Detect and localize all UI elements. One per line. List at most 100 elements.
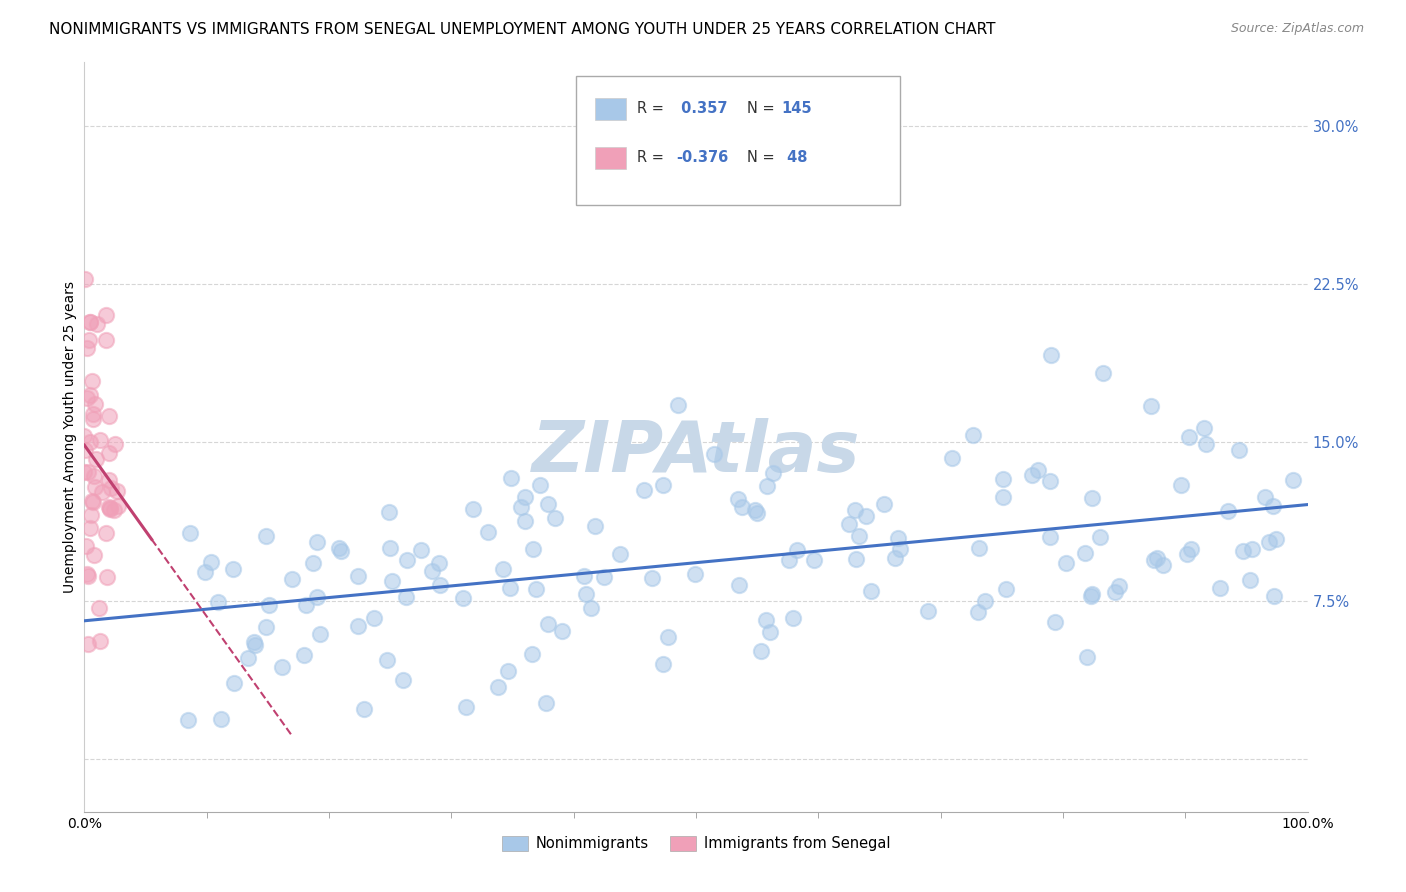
Point (756, 479, 779, 493)
Point (1081, 491, 1104, 506)
Y-axis label: Unemployment Among Youth under 25 years: Unemployment Among Youth under 25 years (63, 281, 77, 593)
Point (498, 665, 520, 679)
Point (509, 500, 531, 514)
Point (100, 481, 122, 495)
Point (380, 541, 402, 555)
Text: 48: 48 (782, 151, 807, 165)
Point (884, 551, 907, 566)
Point (207, 595, 229, 609)
Point (77, 465, 100, 479)
Point (1076, 650, 1098, 665)
Point (727, 491, 749, 506)
Point (859, 584, 882, 599)
Point (104, 437, 127, 451)
Point (308, 627, 330, 641)
Point (845, 552, 868, 566)
Point (97, 500, 120, 515)
Point (73, 442, 96, 457)
Point (236, 651, 259, 665)
Point (1229, 443, 1251, 458)
Point (395, 553, 418, 567)
Point (89, 600, 111, 615)
Point (844, 502, 866, 516)
Point (454, 699, 477, 714)
Point (89, 633, 111, 648)
Point (1028, 463, 1050, 477)
Point (499, 471, 522, 485)
Point (592, 570, 614, 584)
Point (575, 587, 598, 601)
Point (295, 598, 318, 612)
Point (499, 581, 522, 595)
Point (346, 619, 368, 633)
Point (889, 541, 911, 556)
Point (224, 675, 246, 690)
Point (803, 553, 825, 567)
Text: R =: R = (637, 102, 664, 116)
Point (94, 525, 117, 540)
Point (1074, 546, 1097, 560)
Point (97, 409, 120, 424)
Point (513, 515, 536, 529)
Point (76, 342, 98, 356)
Point (363, 611, 385, 625)
Point (292, 648, 315, 662)
Point (1040, 348, 1063, 362)
Point (994, 582, 1017, 596)
Point (79, 434, 101, 449)
Point (105, 483, 128, 498)
Point (1104, 585, 1126, 599)
Point (194, 565, 217, 579)
Point (328, 541, 350, 555)
Point (377, 505, 399, 519)
Point (82, 374, 104, 388)
Point (513, 490, 536, 504)
Point (1021, 468, 1043, 483)
Point (581, 601, 603, 615)
Point (305, 590, 328, 604)
Point (887, 531, 910, 545)
Point (179, 526, 201, 541)
Point (1080, 589, 1102, 603)
Point (1208, 581, 1230, 595)
Point (786, 542, 808, 557)
Point (281, 573, 304, 587)
Point (222, 562, 245, 576)
Text: 145: 145 (782, 102, 813, 116)
Point (529, 478, 551, 492)
Point (463, 502, 485, 516)
Point (76, 391, 98, 405)
Point (633, 483, 655, 498)
Point (1239, 573, 1261, 587)
Text: Source: ZipAtlas.com: Source: ZipAtlas.com (1230, 22, 1364, 36)
Point (83, 548, 105, 562)
Point (755, 613, 778, 627)
Point (1178, 430, 1201, 444)
Legend: Nonimmigrants, Immigrants from Senegal: Nonimmigrants, Immigrants from Senegal (496, 830, 896, 857)
Point (1088, 530, 1111, 544)
Point (759, 625, 782, 640)
Point (429, 578, 451, 592)
Point (486, 680, 509, 694)
Point (543, 511, 565, 525)
Point (651, 657, 673, 672)
Point (1232, 544, 1254, 558)
Point (94, 308, 117, 322)
Point (73, 429, 96, 443)
Point (79, 521, 101, 535)
Point (1152, 558, 1174, 572)
Point (1192, 421, 1215, 435)
Point (242, 635, 264, 649)
Point (572, 569, 595, 583)
Point (537, 617, 560, 632)
Point (1142, 553, 1164, 567)
Point (917, 604, 939, 618)
Point (609, 547, 631, 561)
Point (731, 500, 754, 514)
Point (966, 605, 988, 619)
Point (98, 501, 121, 516)
Point (537, 497, 560, 511)
Text: -0.376: -0.376 (676, 151, 728, 165)
Point (209, 712, 232, 726)
Point (77, 637, 100, 651)
